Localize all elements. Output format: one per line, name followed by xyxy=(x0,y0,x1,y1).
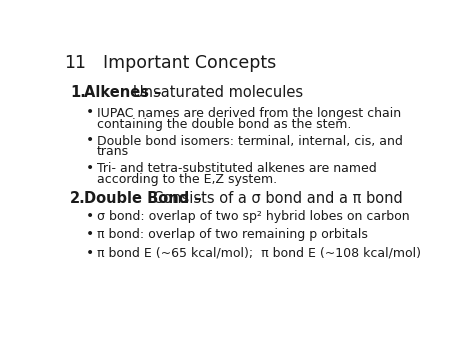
Text: •: • xyxy=(86,133,94,147)
Text: σ bond: overlap of two sp² hybrid lobes on carbon: σ bond: overlap of two sp² hybrid lobes … xyxy=(97,210,409,223)
Text: π bond: overlap of two remaining p orbitals: π bond: overlap of two remaining p orbit… xyxy=(97,228,367,241)
Text: •: • xyxy=(86,105,94,119)
Text: Alkenes –: Alkenes – xyxy=(84,85,166,100)
Text: π bond E (~65 kcal/mol);  π bond E (~108 kcal/mol): π bond E (~65 kcal/mol); π bond E (~108 … xyxy=(97,247,421,260)
Text: according to the E,Z system.: according to the E,Z system. xyxy=(97,173,277,186)
Text: •: • xyxy=(86,246,94,260)
Text: 11: 11 xyxy=(64,54,86,72)
Text: 2.: 2. xyxy=(70,192,86,207)
Text: Consists of a σ bond and a π bond: Consists of a σ bond and a π bond xyxy=(153,192,402,207)
Text: •: • xyxy=(86,209,94,223)
Text: Double bond isomers: terminal, internal, cis, and: Double bond isomers: terminal, internal,… xyxy=(97,135,402,147)
Text: 1.: 1. xyxy=(70,85,86,100)
Text: containing the double bond as the stem.: containing the double bond as the stem. xyxy=(97,118,351,130)
Text: •: • xyxy=(86,161,94,175)
Text: IUPAC names are derived from the longest chain: IUPAC names are derived from the longest… xyxy=(97,107,400,120)
Text: Important Concepts: Important Concepts xyxy=(103,54,276,72)
Text: •: • xyxy=(86,227,94,241)
Text: Tri- and tetra-substituted alkenes are named: Tri- and tetra-substituted alkenes are n… xyxy=(97,162,376,175)
Text: trans: trans xyxy=(97,145,129,158)
Text: Double Bond –: Double Bond – xyxy=(84,192,207,207)
Text: Unsaturated molecules: Unsaturated molecules xyxy=(133,85,303,100)
